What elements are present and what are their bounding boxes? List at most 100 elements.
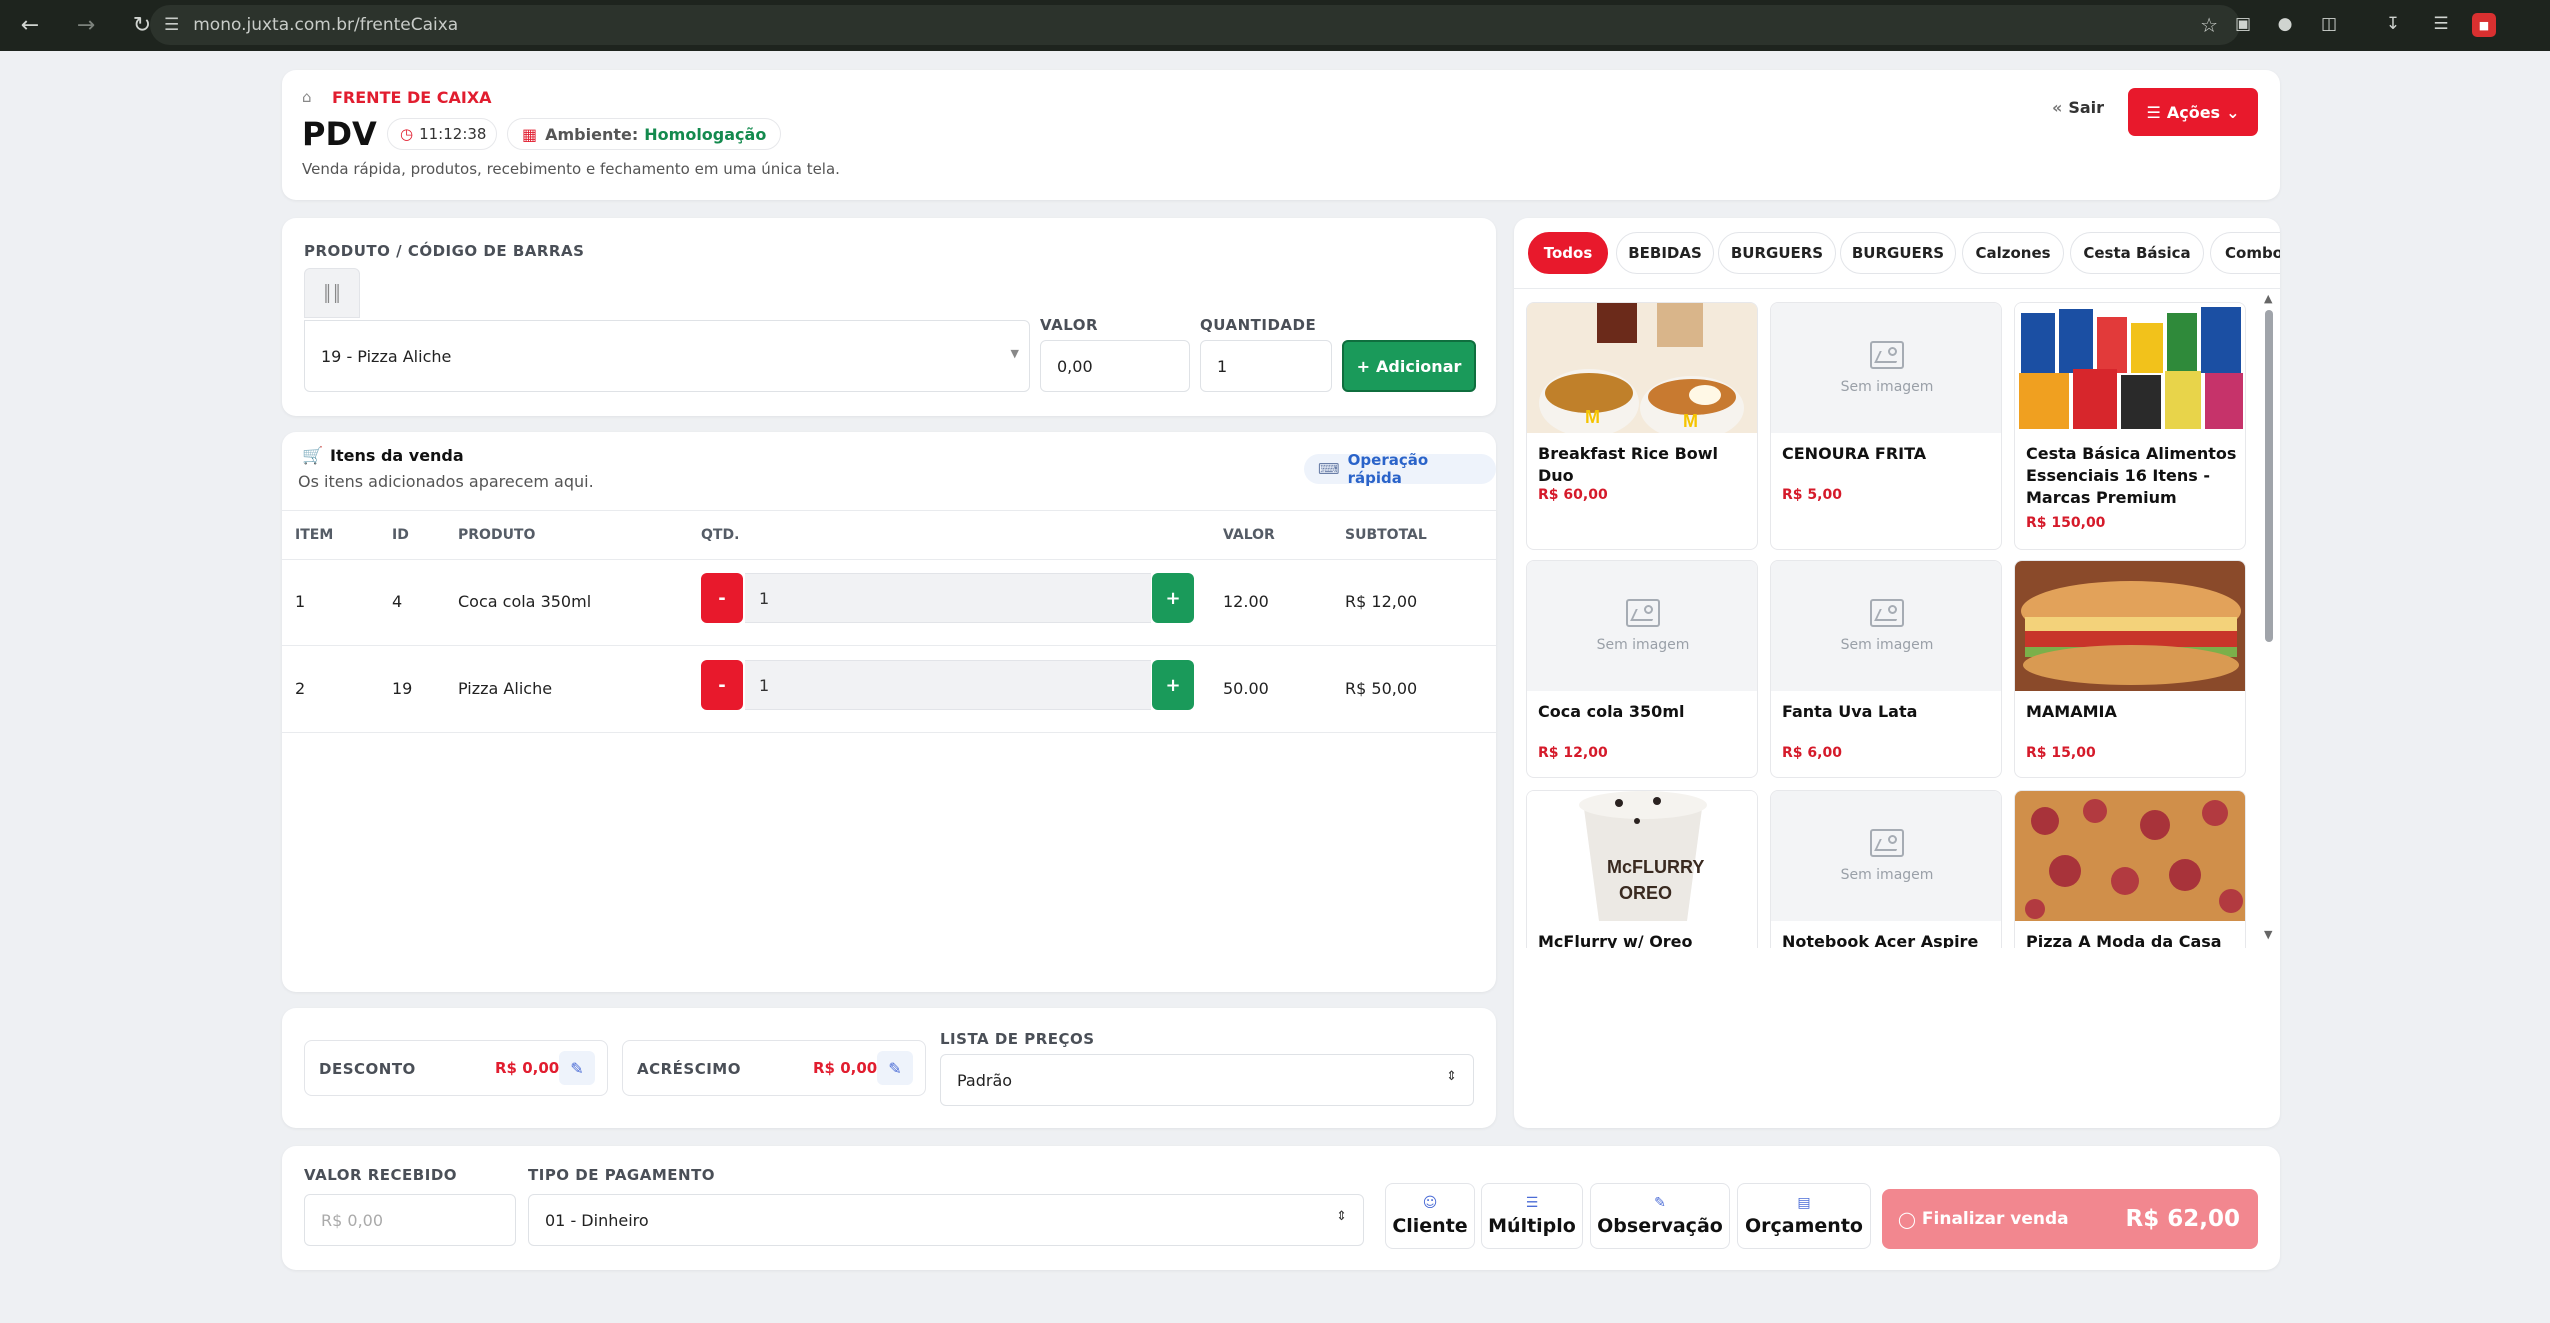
profile-avatar[interactable]: ■ bbox=[2472, 13, 2496, 37]
extension-lock-icon[interactable]: ● bbox=[2277, 14, 2293, 34]
add-button-label: Adicionar bbox=[1376, 356, 1462, 376]
caret-down-icon: ▼ bbox=[1010, 347, 1019, 360]
no-image-placeholder: Sem imagem bbox=[1771, 791, 2001, 921]
quantity-input[interactable]: 1 bbox=[1200, 340, 1332, 392]
received-input[interactable]: R$ 0,00 bbox=[304, 1194, 516, 1246]
product-select[interactable]: 19 - Pizza Aliche ▼ bbox=[304, 320, 1030, 392]
url-text: mono.juxta.com.br/frenteCaixa bbox=[193, 15, 459, 35]
sale-items-card: 🛒 Itens da venda Os itens adicionados ap… bbox=[282, 432, 1496, 992]
price-list-value: Padrão bbox=[957, 1070, 1013, 1090]
quick-operation-button[interactable]: ⌨ Operação rápida bbox=[1304, 451, 1496, 487]
qty-input[interactable]: 1 bbox=[745, 660, 1151, 710]
product-card[interactable]: Sem imagem CENOURA FRITA R$ 5,00 bbox=[1770, 302, 2002, 550]
product-card[interactable]: Sem imagem Notebook Acer Aspire 5 bbox=[1770, 790, 2002, 948]
finish-sale-button[interactable]: ◯ Finalizar venda R$ 62,00 bbox=[1882, 1189, 2258, 1249]
row-value: 50.00 bbox=[1223, 679, 1269, 698]
product-price: R$ 6,00 bbox=[1782, 745, 1842, 761]
payment-type-select[interactable]: 01 - Dinheiro ⇕ bbox=[528, 1194, 1364, 1246]
quote-button[interactable]: ▤ Orçamento bbox=[1737, 1183, 1871, 1249]
address-bar[interactable]: ☰ mono.juxta.com.br/frenteCaixa ☆ bbox=[150, 5, 2240, 45]
row-product: Pizza Aliche bbox=[458, 679, 553, 698]
check-circle-icon: ◯ bbox=[1898, 1209, 1916, 1229]
product-card[interactable]: MAMAMIA R$ 15,00 bbox=[2014, 560, 2246, 778]
tab-bebidas[interactable]: BEBIDAS bbox=[1616, 232, 1714, 274]
no-image-text: Sem imagem bbox=[1840, 867, 1934, 883]
keyboard-icon: ⌨ bbox=[1318, 460, 1340, 478]
chevron-down-icon: ⌄ bbox=[2226, 102, 2240, 122]
back-icon[interactable]: ← bbox=[20, 13, 40, 38]
product-name: MAMAMIA bbox=[2026, 702, 2117, 721]
reload-icon[interactable]: ↻ bbox=[132, 13, 152, 38]
download-icon[interactable]: ↧ bbox=[2385, 14, 2401, 34]
actions-label: Ações bbox=[2166, 102, 2221, 122]
tab-calzones[interactable]: Calzones bbox=[1962, 232, 2064, 274]
site-settings-icon[interactable]: ☰ bbox=[164, 15, 180, 35]
clock-badge: ◷ 11:12:38 bbox=[387, 118, 497, 150]
tab-burguers[interactable]: BURGUERS bbox=[1718, 232, 1836, 274]
environment-value: Homologação bbox=[644, 124, 767, 144]
product-name: CENOURA FRITA bbox=[1782, 444, 1927, 463]
column-header-value: VALOR bbox=[1223, 527, 1275, 543]
product-name: Breakfast Rice Bowl Duo bbox=[1538, 444, 1719, 485]
value-input[interactable]: 0,00 bbox=[1040, 340, 1190, 392]
product-card[interactable]: McFLURRY OREO McFlurry w/ Oreo bbox=[1526, 790, 1758, 948]
increase-qty-button[interactable]: + bbox=[1152, 660, 1194, 710]
forward-icon[interactable]: → bbox=[76, 13, 96, 38]
note-button[interactable]: ✎ Observação bbox=[1590, 1183, 1730, 1249]
svg-text:McFLURRY: McFLURRY bbox=[1607, 857, 1704, 877]
divider bbox=[282, 645, 1496, 646]
product-card[interactable]: Sem imagem Fanta Uva Lata R$ 6,00 bbox=[1770, 560, 2002, 778]
price-list-select[interactable]: Padrão ⇕ bbox=[940, 1054, 1474, 1106]
product-card[interactable]: Cesta Básica Alimentos Essenciais 16 Ite… bbox=[2014, 302, 2246, 550]
page-title: PDV bbox=[302, 115, 377, 153]
pizza-photo bbox=[2015, 791, 2245, 921]
product-card[interactable]: Pizza A Moda da Casa bbox=[2014, 790, 2246, 948]
received-placeholder: R$ 0,00 bbox=[321, 1210, 384, 1230]
rice-bowl-photo: M M bbox=[1527, 303, 1757, 433]
plus-icon: + bbox=[1356, 356, 1371, 376]
product-name: Coca cola 350ml bbox=[1538, 702, 1685, 721]
product-card[interactable]: M M Breakfast Rice Bowl Duo R$ 60,00 bbox=[1526, 302, 1758, 550]
product-card[interactable]: Sem imagem Coca cola 350ml R$ 12,00 bbox=[1526, 560, 1758, 778]
scrollbar-thumb[interactable] bbox=[2265, 310, 2273, 642]
product-image: McFLURRY OREO bbox=[1527, 791, 1757, 921]
tab-combo[interactable]: Combo bbox=[2210, 232, 2280, 274]
extensions-puzzle-icon[interactable]: ◫ bbox=[2320, 14, 2338, 34]
client-button[interactable]: ☺ Cliente bbox=[1385, 1183, 1475, 1249]
edit-discount-button[interactable]: ✎ bbox=[559, 1051, 595, 1085]
actions-button[interactable]: ☰ Ações ⌄ bbox=[2128, 88, 2258, 136]
divider bbox=[282, 510, 1496, 511]
sort-icon: ⇕ bbox=[1336, 1209, 1347, 1224]
edit-surcharge-button[interactable]: ✎ bbox=[877, 1051, 913, 1085]
cart-icon: 🛒 bbox=[302, 446, 324, 466]
product-price: R$ 15,00 bbox=[2026, 745, 2096, 761]
image-icon bbox=[1870, 599, 1904, 627]
product-grid: M M Breakfast Rice Bowl Duo R$ 60,00 Sem… bbox=[1525, 300, 2269, 948]
no-image-placeholder: Sem imagem bbox=[1771, 561, 2001, 691]
add-button[interactable]: + Adicionar bbox=[1342, 340, 1476, 392]
decrease-qty-button[interactable]: - bbox=[701, 573, 743, 623]
product-grid-scrollbar[interactable]: ▲ ▼ bbox=[2262, 292, 2276, 950]
tab-burguers-2[interactable]: BURGUERS bbox=[1840, 232, 1956, 274]
divider bbox=[1514, 288, 2280, 289]
multiple-button[interactable]: ☰ Múltiplo bbox=[1481, 1183, 1583, 1249]
tab-cesta-basica[interactable]: Cesta Básica bbox=[2070, 232, 2204, 274]
product-name: Fanta Uva Lata bbox=[1782, 702, 1918, 721]
svg-text:M: M bbox=[1585, 407, 1600, 427]
increase-qty-button[interactable]: + bbox=[1152, 573, 1194, 623]
qty-input[interactable]: 1 bbox=[745, 573, 1151, 623]
scroll-down-icon[interactable]: ▼ bbox=[2264, 928, 2273, 941]
star-icon[interactable]: ☆ bbox=[2200, 13, 2218, 37]
sale-items-title: Itens da venda bbox=[330, 446, 464, 465]
payment-card: VALOR RECEBIDO R$ 0,00 TIPO DE PAGAMENTO… bbox=[282, 1146, 2280, 1270]
extension-icon[interactable]: ▣ bbox=[2234, 14, 2252, 34]
discount-box: DESCONTO R$ 0,00 ✎ bbox=[304, 1040, 608, 1096]
scroll-up-icon[interactable]: ▲ bbox=[2264, 292, 2273, 305]
decrease-qty-button[interactable]: - bbox=[701, 660, 743, 710]
tab-todos[interactable]: Todos bbox=[1528, 232, 1608, 274]
barcode-icon[interactable]: ║║ bbox=[304, 268, 360, 318]
media-icon[interactable]: ☰ bbox=[2433, 14, 2449, 34]
exit-button[interactable]: « Sair bbox=[2052, 98, 2104, 117]
pencil-icon: ✎ bbox=[1654, 1195, 1666, 1211]
pencil-icon: ✎ bbox=[570, 1058, 584, 1078]
